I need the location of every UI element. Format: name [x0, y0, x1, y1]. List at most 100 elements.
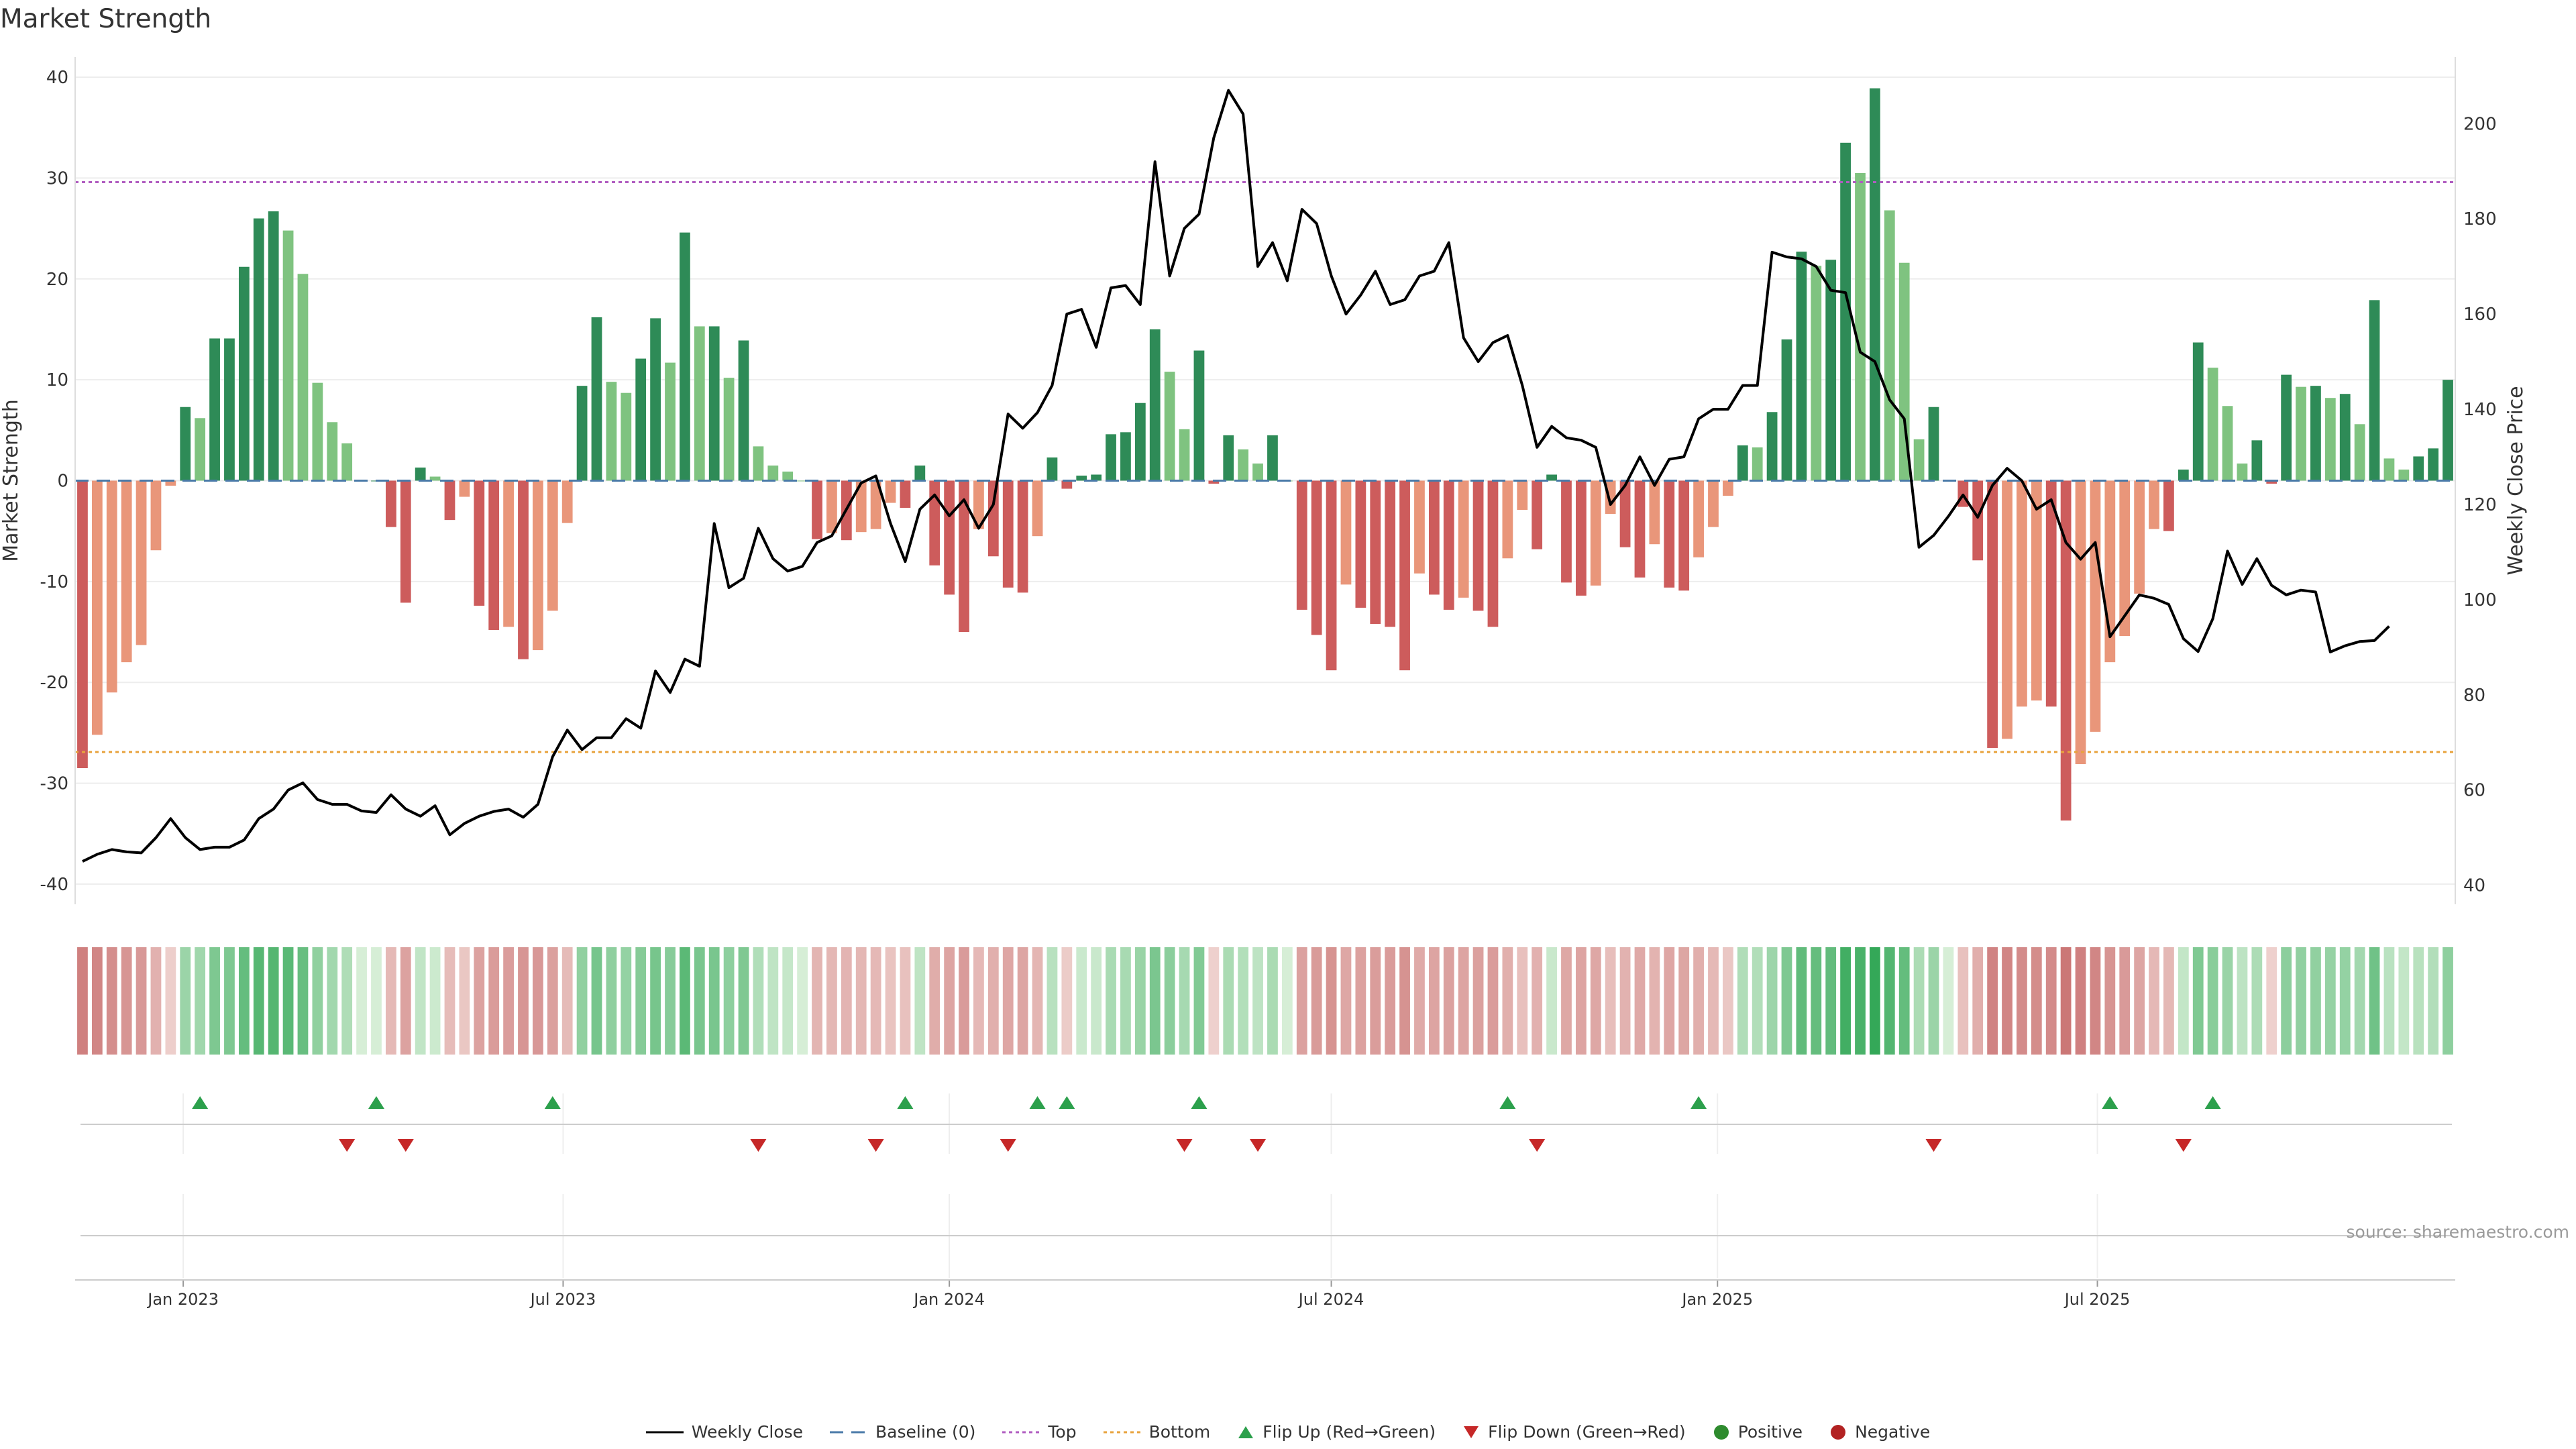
flip-down-marker	[868, 1139, 884, 1152]
strength-bar	[680, 233, 690, 481]
strength-bar	[635, 359, 646, 481]
strength-bar	[1473, 481, 1484, 611]
strength-bar	[121, 481, 132, 663]
heatmap-cell	[1972, 947, 1983, 1055]
heatmap-cell	[680, 947, 690, 1055]
heatmap-cell	[1620, 947, 1631, 1055]
strength-bar	[2355, 424, 2365, 480]
heatmap-cell	[165, 947, 176, 1055]
heatmap-cell	[826, 947, 837, 1055]
heatmap-cell	[973, 947, 984, 1055]
strength-bar	[812, 481, 822, 539]
strength-bar	[2149, 481, 2159, 529]
heatmap-cell	[1061, 947, 1072, 1055]
heatmap-cell	[1855, 947, 1866, 1055]
strength-heatmap-strip	[77, 947, 2453, 1055]
heatmap-cell	[1767, 947, 1778, 1055]
strength-bar	[1708, 481, 1719, 527]
flip-up-marker	[1059, 1096, 1075, 1109]
heatmap-cell	[665, 947, 676, 1055]
heatmap-cell	[2443, 947, 2453, 1055]
strength-bar	[298, 274, 309, 480]
strength-bar	[327, 422, 337, 480]
heatmap-cell	[1635, 947, 1646, 1055]
strength-bar	[1120, 432, 1131, 480]
strength-bar	[1223, 435, 1234, 481]
strength-bar	[1061, 481, 1072, 489]
heatmap-cell	[1194, 947, 1205, 1055]
heatmap-cell	[2384, 947, 2395, 1055]
x-tick-label: Jul 2025	[2063, 1290, 2131, 1309]
strength-bar	[1664, 481, 1674, 588]
strength-bar	[2193, 343, 2204, 481]
heatmap-cell	[2090, 947, 2101, 1055]
strength-bar	[1297, 481, 1307, 610]
heatmap-cell	[1884, 947, 1895, 1055]
heatmap-cell	[1723, 947, 1733, 1055]
y-tick-label: -30	[40, 774, 68, 794]
heatmap-cell	[2222, 947, 2233, 1055]
heatmap-cell	[1267, 947, 1278, 1055]
heatmap-cell	[1708, 947, 1719, 1055]
flip-down-marker	[1250, 1139, 1266, 1152]
heatmap-cell	[2325, 947, 2336, 1055]
flip-up-marker	[1690, 1096, 1707, 1109]
strength-bar	[1532, 481, 1542, 549]
heatmap-cell	[2193, 947, 2204, 1055]
y2-axis-label: Weekly Close Price	[2504, 386, 2528, 575]
heatmap-cell	[959, 947, 969, 1055]
strength-bar	[1502, 481, 1513, 559]
heatmap-cell	[518, 947, 529, 1055]
heatmap-cell	[1782, 947, 1792, 1055]
strength-bar	[254, 219, 264, 481]
circle-icon	[1713, 1424, 1730, 1441]
heatmap-cell	[1047, 947, 1058, 1055]
heatmap-cell	[753, 947, 764, 1055]
heatmap-cell	[2163, 947, 2174, 1055]
heatmap-cell	[1796, 947, 1807, 1055]
y-tick-label: 30	[46, 168, 68, 189]
flip-down-marker	[1529, 1139, 1545, 1152]
heatmap-cell	[386, 947, 396, 1055]
strength-bar	[1723, 481, 1733, 496]
heatmap-cell	[2296, 947, 2306, 1055]
source-note: source: sharemaestro.com	[2347, 1222, 2570, 1242]
strength-bar	[1032, 481, 1043, 537]
heatmap-cell	[1311, 947, 1322, 1055]
heatmap-cell	[224, 947, 235, 1055]
strength-bar	[1767, 412, 1778, 480]
strength-bar	[107, 481, 117, 693]
y2-tick-label: 60	[2463, 781, 2485, 801]
heatmap-cell	[709, 947, 720, 1055]
strength-bar	[1782, 339, 1792, 481]
flip-markers-panel	[80, 1093, 2452, 1154]
heatmap-cell	[1150, 947, 1161, 1055]
strength-bar	[577, 386, 588, 480]
heatmap-cell	[2046, 947, 2057, 1055]
y-tick-label: 0	[57, 472, 68, 492]
legend-positive: Positive	[1713, 1422, 1803, 1442]
strength-bar	[1194, 351, 1205, 481]
flip-up-marker	[1191, 1096, 1207, 1109]
heatmap-cell	[914, 947, 925, 1055]
legend-dash-icon	[830, 1426, 867, 1439]
heatmap-cell	[1429, 947, 1440, 1055]
strength-bar	[1267, 435, 1278, 481]
strength-bar	[2443, 380, 2453, 480]
flip-down-marker	[2176, 1139, 2192, 1152]
strength-bar	[2340, 394, 2351, 480]
strength-bar	[1047, 458, 1058, 481]
heatmap-cell	[283, 947, 294, 1055]
flip-down-marker	[398, 1139, 414, 1152]
strength-bar	[1855, 173, 1866, 481]
flip-up-marker	[2102, 1096, 2118, 1109]
strength-bar	[2208, 368, 2218, 480]
legend-label: Baseline (0)	[875, 1422, 975, 1442]
strength-bar	[694, 326, 705, 480]
heatmap-cell	[445, 947, 455, 1055]
y-tick-label: 20	[46, 270, 68, 290]
heatmap-cell	[1943, 947, 1954, 1055]
strength-bar	[180, 407, 191, 481]
heatmap-cell	[650, 947, 661, 1055]
heatmap-cell	[533, 947, 543, 1055]
